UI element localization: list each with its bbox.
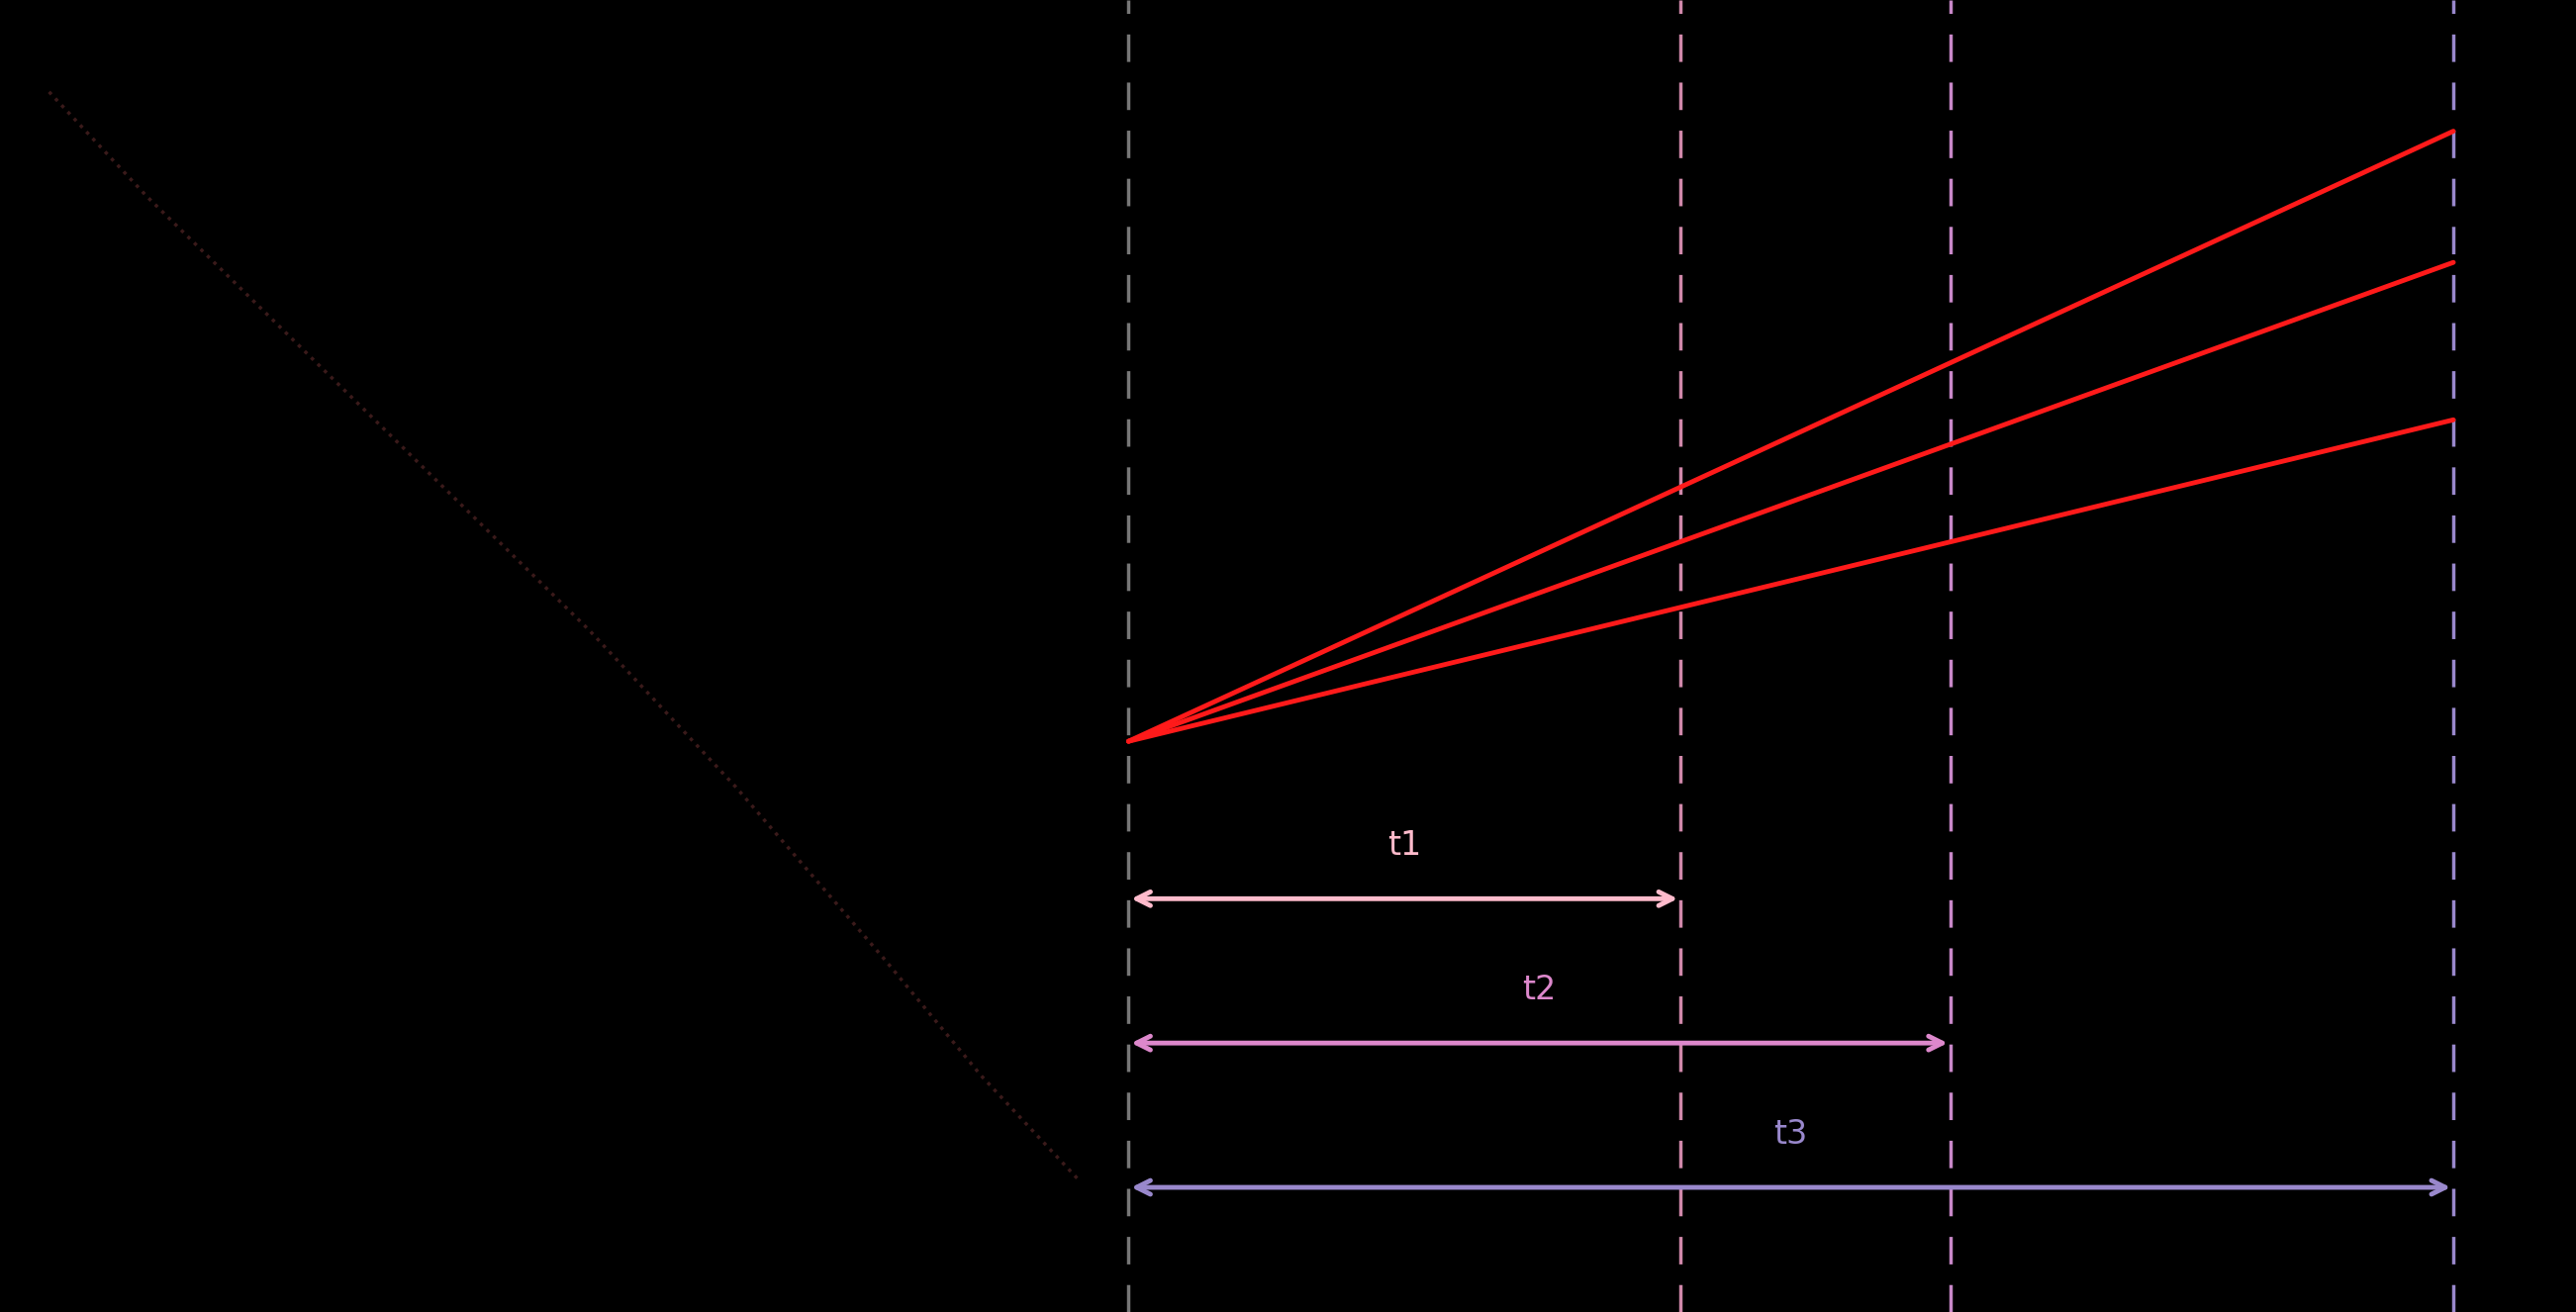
Text: t2: t2	[1522, 974, 1556, 1006]
Text: t3: t3	[1775, 1118, 1808, 1151]
Text: t1: t1	[1388, 829, 1422, 862]
